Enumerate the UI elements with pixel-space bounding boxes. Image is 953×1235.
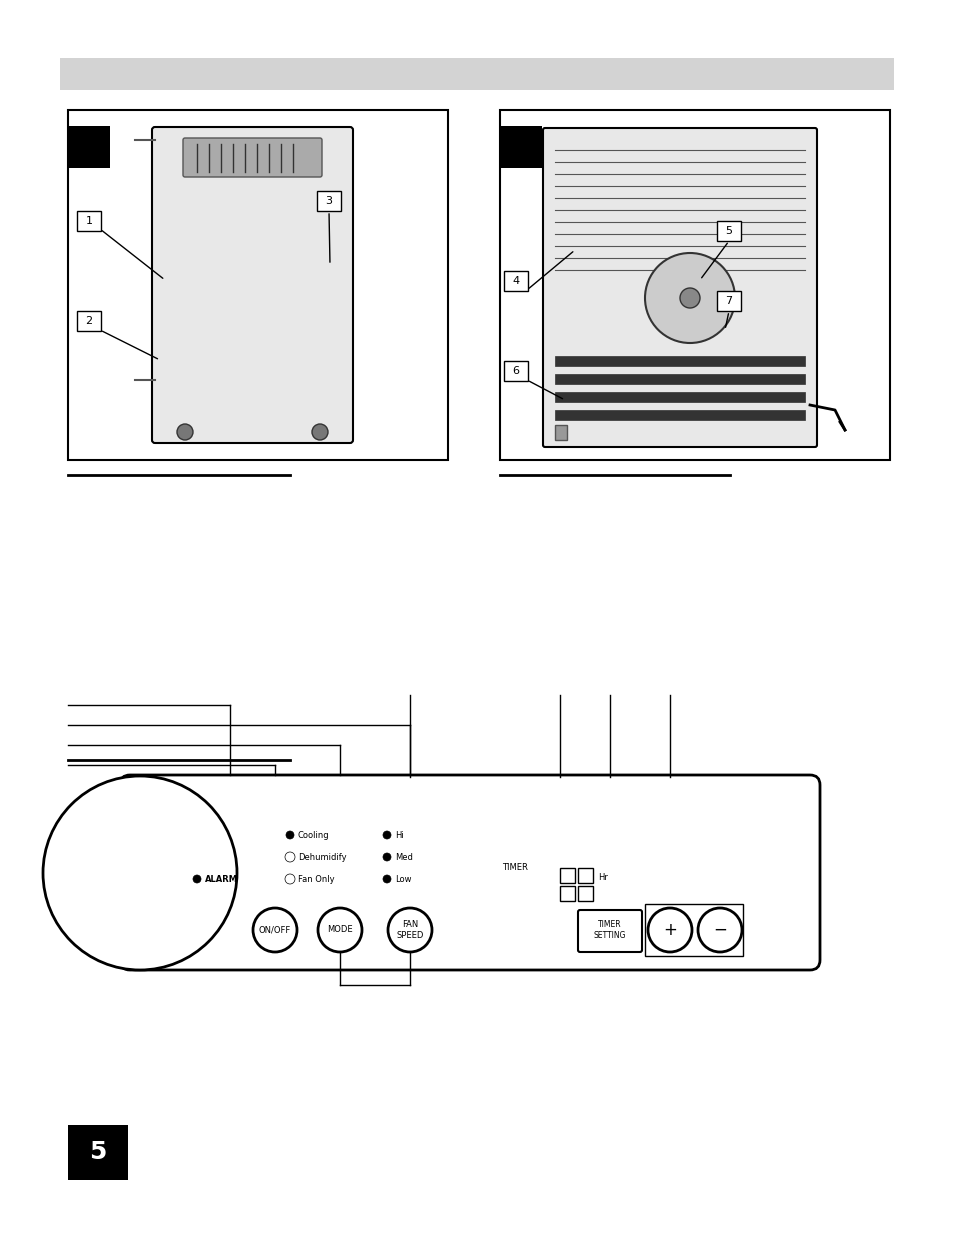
Circle shape (679, 288, 700, 308)
FancyBboxPatch shape (503, 270, 527, 291)
Circle shape (285, 852, 294, 862)
Circle shape (317, 908, 361, 952)
Text: 6: 6 (512, 366, 519, 375)
Circle shape (382, 853, 391, 861)
Text: +: + (662, 921, 677, 939)
Text: ON/OFF: ON/OFF (258, 925, 291, 935)
Text: Cooling: Cooling (297, 830, 330, 840)
FancyBboxPatch shape (120, 776, 820, 969)
Circle shape (285, 874, 294, 884)
Text: 2: 2 (86, 316, 92, 326)
Bar (578, 868, 593, 883)
Circle shape (388, 908, 432, 952)
Circle shape (647, 908, 691, 952)
Bar (555, 356, 804, 366)
Text: Low: Low (395, 874, 411, 883)
Circle shape (382, 831, 391, 839)
Text: B: B (512, 170, 529, 191)
Text: Dehumidify: Dehumidify (297, 852, 346, 862)
FancyBboxPatch shape (578, 910, 641, 952)
Text: TIMER
SETTING: TIMER SETTING (593, 920, 625, 940)
Bar (555, 410, 804, 420)
FancyBboxPatch shape (316, 191, 340, 211)
Circle shape (698, 908, 741, 952)
Bar (499, 126, 541, 168)
Text: TIMER: TIMER (501, 863, 527, 872)
Circle shape (177, 424, 193, 440)
Text: MODE: MODE (327, 925, 353, 935)
Bar (68, 1125, 128, 1179)
FancyBboxPatch shape (77, 311, 101, 331)
Text: 3: 3 (325, 196, 333, 206)
Circle shape (644, 253, 734, 343)
Bar (555, 425, 566, 440)
FancyBboxPatch shape (183, 138, 322, 177)
Circle shape (43, 776, 236, 969)
Text: Med: Med (395, 852, 413, 862)
Circle shape (253, 908, 296, 952)
Bar (60, 58, 893, 90)
Text: FAN
SPEED: FAN SPEED (395, 920, 423, 940)
Bar (68, 110, 448, 459)
Bar (559, 885, 575, 902)
Circle shape (312, 424, 328, 440)
Text: Hi: Hi (395, 830, 403, 840)
FancyBboxPatch shape (717, 221, 740, 241)
Circle shape (382, 876, 391, 883)
Text: A: A (80, 170, 97, 191)
Bar (68, 126, 110, 168)
FancyBboxPatch shape (542, 128, 816, 447)
Bar (555, 391, 804, 403)
Bar (555, 374, 804, 384)
FancyBboxPatch shape (717, 291, 740, 311)
Bar (578, 885, 593, 902)
FancyBboxPatch shape (152, 127, 353, 443)
FancyBboxPatch shape (77, 211, 101, 231)
Text: 7: 7 (724, 296, 732, 306)
Text: Hr: Hr (598, 873, 607, 883)
Text: 4: 4 (512, 275, 519, 287)
Text: 5: 5 (724, 226, 732, 236)
Text: ALARM: ALARM (205, 874, 237, 883)
Bar (559, 868, 575, 883)
Text: 1: 1 (86, 216, 92, 226)
Bar (499, 110, 889, 459)
Text: Fan Only: Fan Only (297, 874, 335, 883)
FancyBboxPatch shape (503, 361, 527, 382)
Circle shape (286, 831, 294, 839)
Text: −: − (712, 921, 726, 939)
Text: 5: 5 (90, 1140, 107, 1165)
Circle shape (193, 876, 201, 883)
